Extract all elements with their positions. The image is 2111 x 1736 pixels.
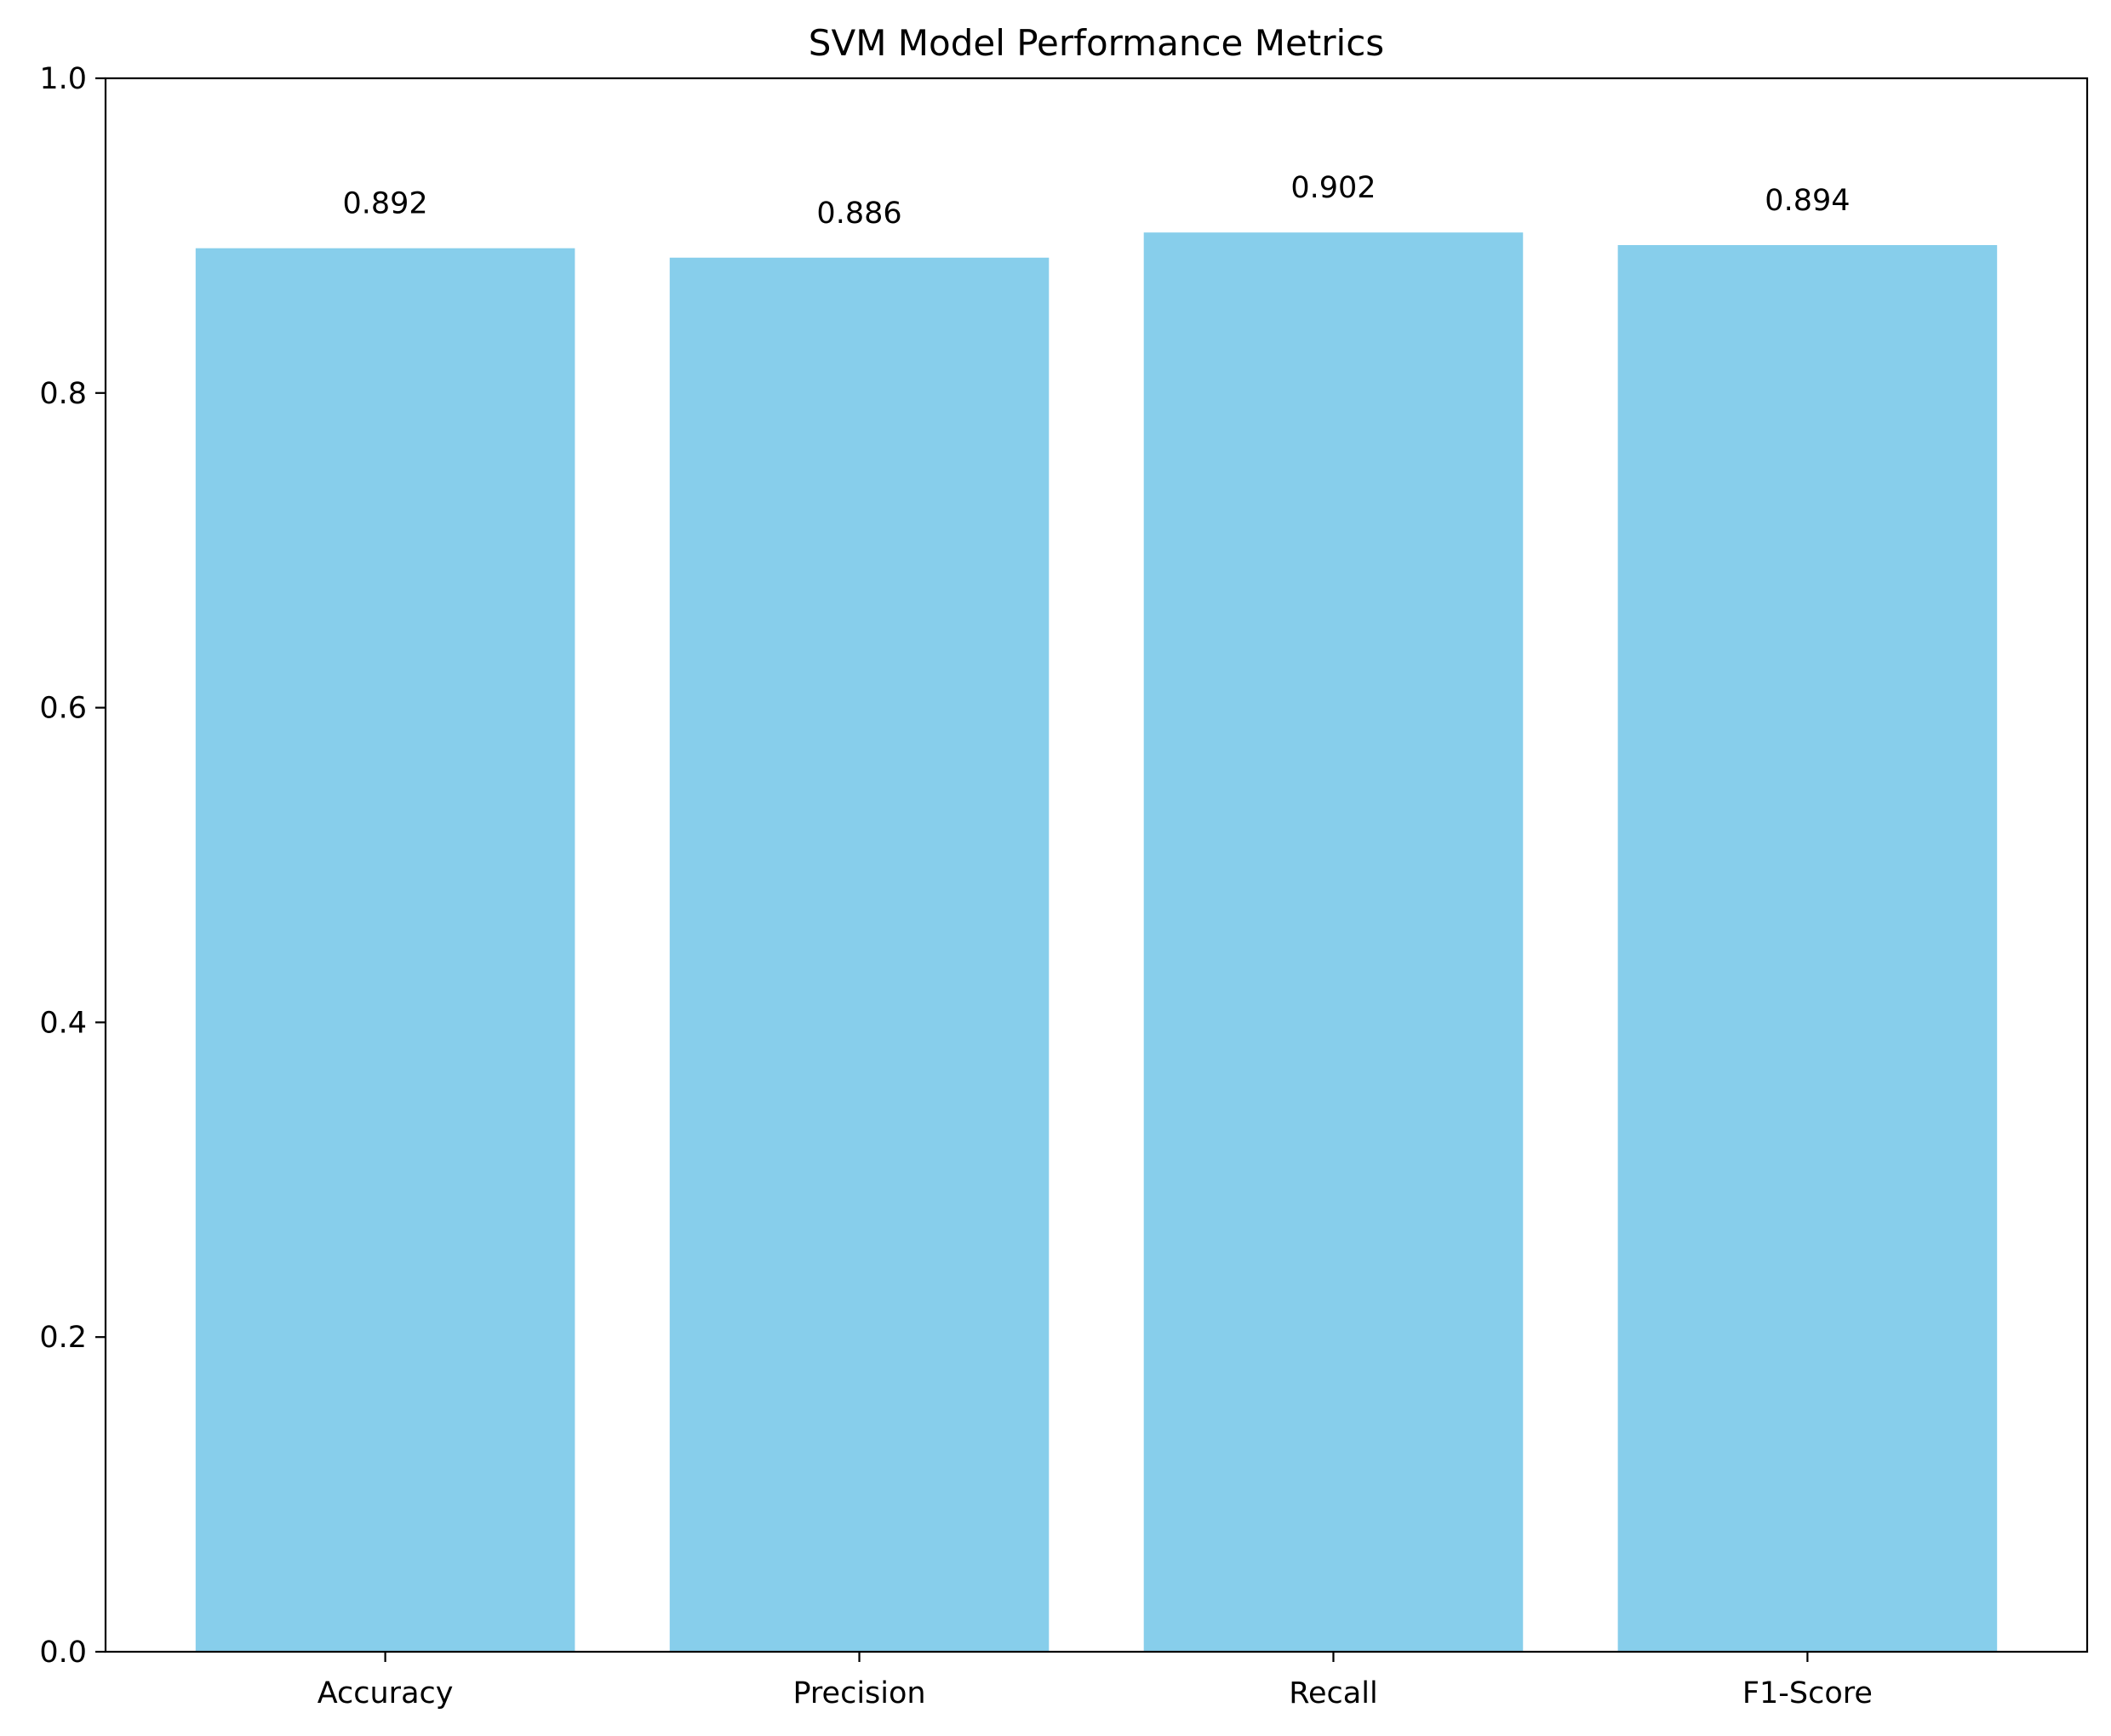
bars-layer: [195, 232, 1998, 1652]
y-tick-label: 1.0: [39, 62, 87, 96]
y-tick-label: 0.0: [39, 1636, 87, 1670]
x-tick-label: F1-Score: [1742, 1676, 1873, 1710]
data-labels-layer: 0.892 0.886 0.902 0.894: [342, 171, 1850, 231]
y-tick-label: 0.4: [39, 1006, 87, 1040]
x-tick-label: Recall: [1289, 1676, 1377, 1710]
x-tick-label: Accuracy: [318, 1676, 454, 1710]
bar-precision: [669, 257, 1050, 1652]
data-label: 0.892: [342, 187, 427, 221]
bar-f1-score: [1617, 244, 1998, 1652]
axes-layer: 0.0 0.2 0.4 0.6 0.8 1.0 Accuracy Precision Recal…: [39, 62, 2089, 1710]
y-tick-label: 0.2: [39, 1321, 87, 1355]
data-label: 0.894: [1765, 184, 1850, 218]
y-tick-label: 0.6: [39, 692, 87, 726]
bar-recall: [1143, 232, 1524, 1652]
y-tick-label: 0.8: [39, 377, 87, 411]
data-label: 0.886: [816, 197, 901, 231]
x-tick-label: Precision: [792, 1676, 925, 1710]
bar-accuracy: [195, 248, 575, 1652]
chart-title: SVM Model Performance Metrics: [809, 22, 1384, 64]
plot-frame: [104, 77, 2089, 1653]
data-label: 0.902: [1290, 171, 1376, 205]
